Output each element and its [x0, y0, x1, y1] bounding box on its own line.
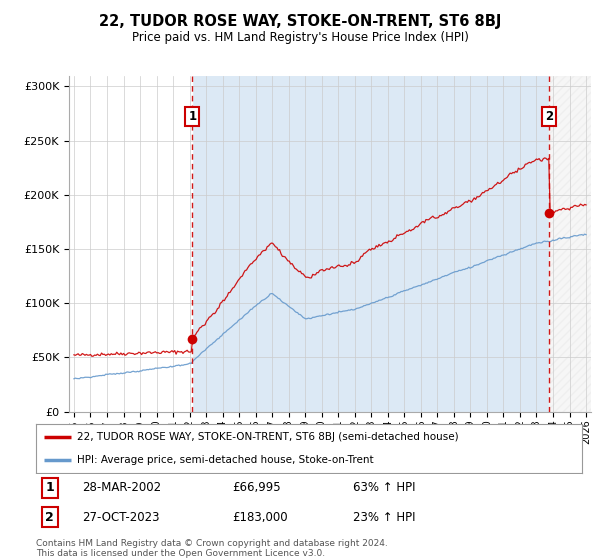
Text: 23% ↑ HPI: 23% ↑ HPI: [353, 511, 415, 524]
Text: 22, TUDOR ROSE WAY, STOKE-ON-TRENT, ST6 8BJ (semi-detached house): 22, TUDOR ROSE WAY, STOKE-ON-TRENT, ST6 …: [77, 432, 458, 442]
Text: 28-MAR-2002: 28-MAR-2002: [82, 482, 161, 494]
Text: HPI: Average price, semi-detached house, Stoke-on-Trent: HPI: Average price, semi-detached house,…: [77, 455, 374, 465]
Text: Price paid vs. HM Land Registry's House Price Index (HPI): Price paid vs. HM Land Registry's House …: [131, 31, 469, 44]
Bar: [549, 76, 600, 412]
Text: £183,000: £183,000: [233, 511, 288, 524]
Bar: [549, 76, 600, 412]
Text: 27-OCT-2023: 27-OCT-2023: [82, 511, 160, 524]
Bar: [549, 76, 600, 412]
Text: 1: 1: [45, 482, 54, 494]
Text: 2: 2: [545, 110, 553, 123]
Text: 1: 1: [188, 110, 196, 123]
Text: £66,995: £66,995: [233, 482, 281, 494]
Text: 63% ↑ HPI: 63% ↑ HPI: [353, 482, 415, 494]
Bar: [193, 76, 549, 412]
Text: 2: 2: [45, 511, 54, 524]
Bar: [58, 76, 193, 412]
Text: 22, TUDOR ROSE WAY, STOKE-ON-TRENT, ST6 8BJ: 22, TUDOR ROSE WAY, STOKE-ON-TRENT, ST6 …: [99, 14, 501, 29]
Text: Contains HM Land Registry data © Crown copyright and database right 2024.
This d: Contains HM Land Registry data © Crown c…: [36, 539, 388, 558]
